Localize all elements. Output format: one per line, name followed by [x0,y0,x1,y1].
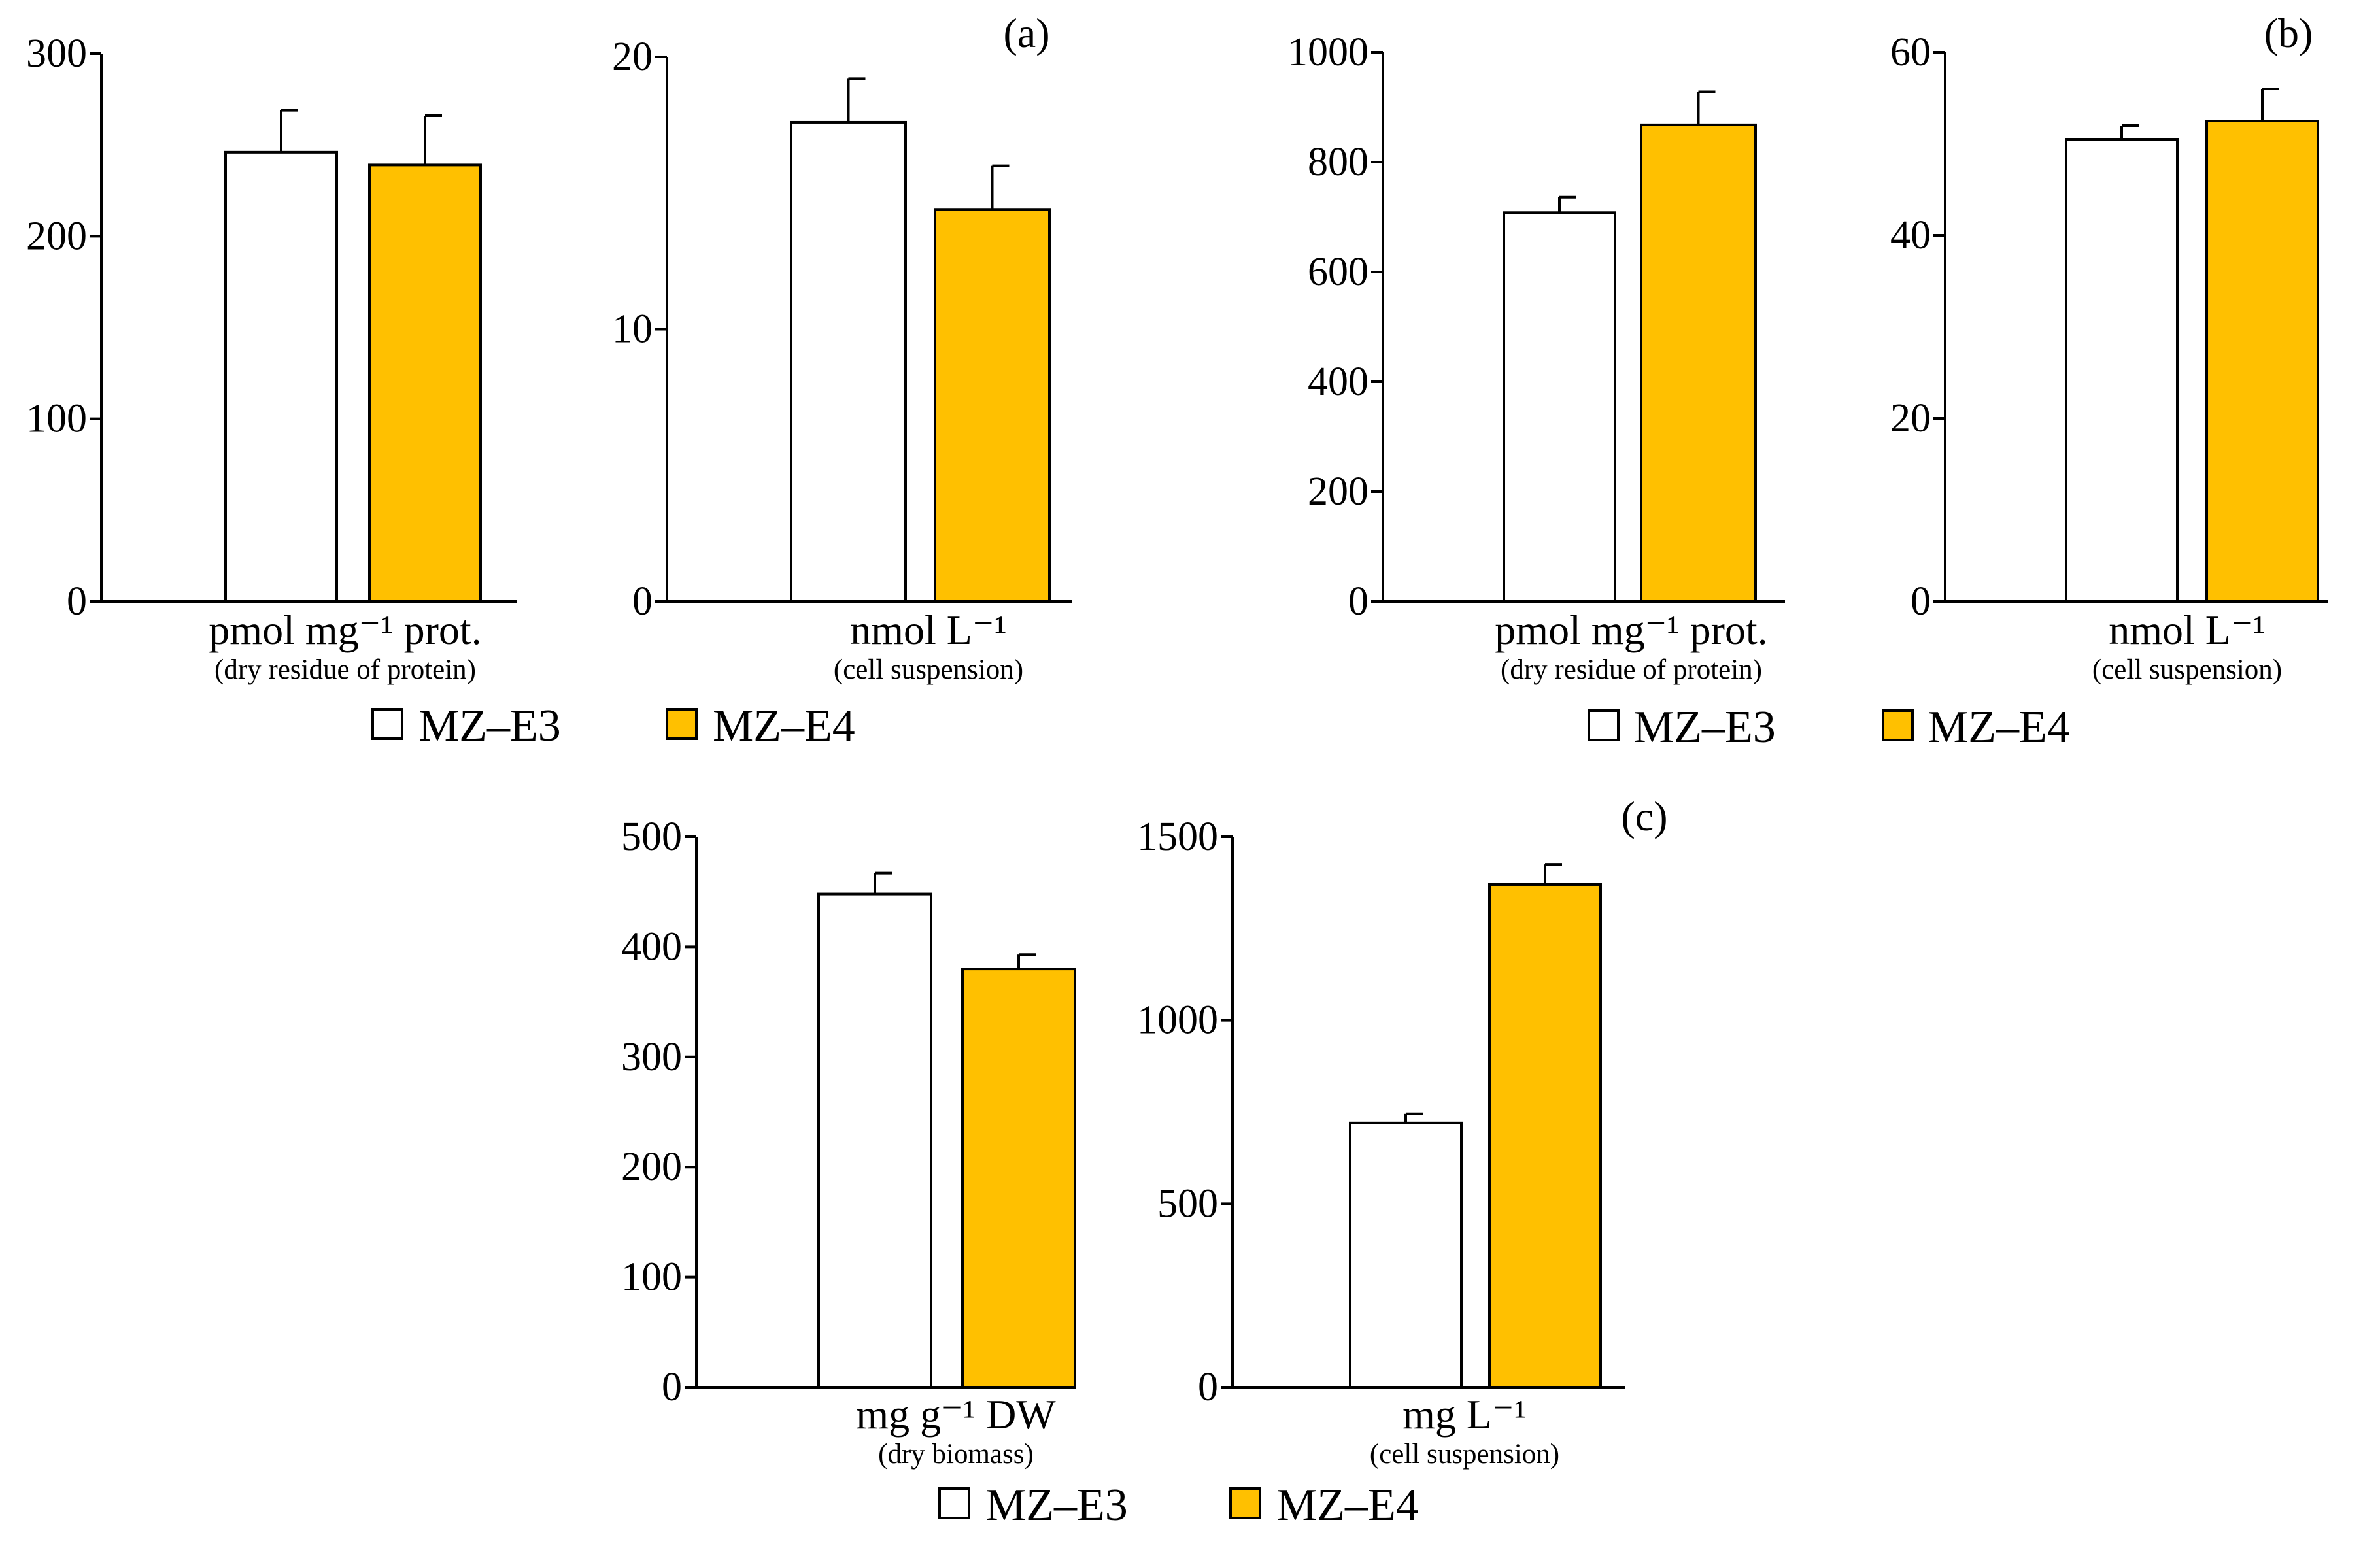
legend-label-e4: MZ–E4 [1928,702,2070,752]
bar-e3 [817,892,932,1389]
y-tick-label: 200 [1308,469,1368,514]
bar-e3 [224,150,338,603]
y-tick-label: 60 [1890,30,1931,75]
bar-e4 [961,968,1076,1389]
chart-2: 0 10 20 nmol L⁻¹(cell suspension) [612,35,1072,685]
x-axis-label: pmol mg⁻¹ prot. [209,607,481,653]
legend-a: MZ–E3 MZ–E4 [371,701,855,751]
x-axis-sublabel: (dry residue of protein) [1501,654,1762,685]
legend-label-e3: MZ–E3 [1633,702,1776,752]
y-tick-label: 300 [26,31,87,76]
legend-swatch-e3 [1588,709,1620,741]
y-tick-label: 400 [621,924,682,969]
x-axis-sublabel: (dry residue of protein) [214,654,476,685]
y-tick-label: 500 [621,815,682,859]
legend-c: MZ–E3 MZ–E4 [938,1480,1419,1530]
y-tick-label: 10 [612,307,653,352]
bar-e3 [1349,1121,1463,1389]
y-tick-label: 100 [26,397,87,441]
panel-label-a: (a) [1003,10,1049,56]
y-tick-label: 1000 [1287,30,1368,75]
y-tick-label: 500 [1157,1181,1218,1226]
panel-label-c: (c) [1621,793,1667,839]
panel-label-b: (b) [2264,10,2313,56]
chart-6: 0 500 1000 1500 mg L⁻¹(cell suspension) [1137,815,1625,1470]
bar-e4 [934,208,1051,603]
y-tick-label: 1500 [1137,815,1218,859]
y-tick-label: 800 [1308,140,1368,184]
legend-label-e4: MZ–E4 [713,701,855,751]
y-tick-label: 200 [26,214,87,258]
x-axis-label: mg L⁻¹ [1402,1391,1527,1438]
y-tick-label: 0 [1198,1365,1218,1409]
x-axis-sublabel: (cell suspension) [1370,1439,1559,1470]
chart-3: 0 200 400 600 800 1000 pmol mg⁻¹ prot.(dry res… [1287,30,1785,685]
chart-1: 0 100 200 300 pmol mg⁻¹ prot.(dry residue of… [26,31,517,685]
bar-e3 [2065,138,2179,603]
legend-swatch-e4 [1229,1487,1261,1519]
x-axis-sublabel: (cell suspension) [2092,654,2282,685]
y-tick-label: 200 [621,1145,682,1189]
y-tick-label: 0 [662,1365,682,1409]
legend-label-e3: MZ–E3 [418,701,561,751]
y-tick-label: 1000 [1137,998,1218,1043]
legend-label-e4: MZ–E4 [1276,1480,1419,1530]
y-tick-label: 20 [1890,396,1931,441]
bar-e3 [1503,211,1616,603]
legend-swatch-e3 [371,708,403,740]
x-axis-label: pmol mg⁻¹ prot. [1495,607,1767,653]
y-tick-label: 400 [1308,360,1368,404]
legend-swatch-e4 [666,708,698,740]
bar-e4 [368,163,482,603]
x-axis-label: nmol L⁻¹ [850,607,1007,653]
legend-swatch-e4 [1882,709,1914,741]
bar-e4 [1488,883,1602,1389]
y-tick-label: 100 [621,1255,682,1300]
x-axis-sublabel: (dry biomass) [878,1439,1034,1470]
x-axis-label: nmol L⁻¹ [2109,607,2266,653]
y-tick-label: 0 [1348,579,1368,624]
bar-e4 [2205,120,2319,603]
legend-label-e3: MZ–E3 [985,1480,1128,1530]
y-tick-label: 0 [632,579,653,624]
chart-5: 0 100 200 300 400 500 mg g⁻¹ DW(dry biomass) [621,815,1076,1470]
y-tick-label: 40 [1890,213,1931,258]
x-axis-label: mg g⁻¹ DW [856,1391,1056,1438]
y-tick-label: 300 [621,1035,682,1079]
legend-swatch-e3 [938,1487,970,1519]
bar-e3 [790,120,907,603]
y-tick-label: 20 [612,35,653,79]
bar-e4 [1640,123,1757,603]
x-axis-sublabel: (cell suspension) [834,654,1023,685]
legend-b: MZ–E3 MZ–E4 [1588,702,2070,752]
y-tick-label: 0 [1911,579,1931,624]
y-tick-label: 0 [67,579,87,624]
y-tick-label: 600 [1308,250,1368,294]
chart-4: 0 20 40 60 nmol L⁻¹(cell suspension) [1890,30,2328,685]
